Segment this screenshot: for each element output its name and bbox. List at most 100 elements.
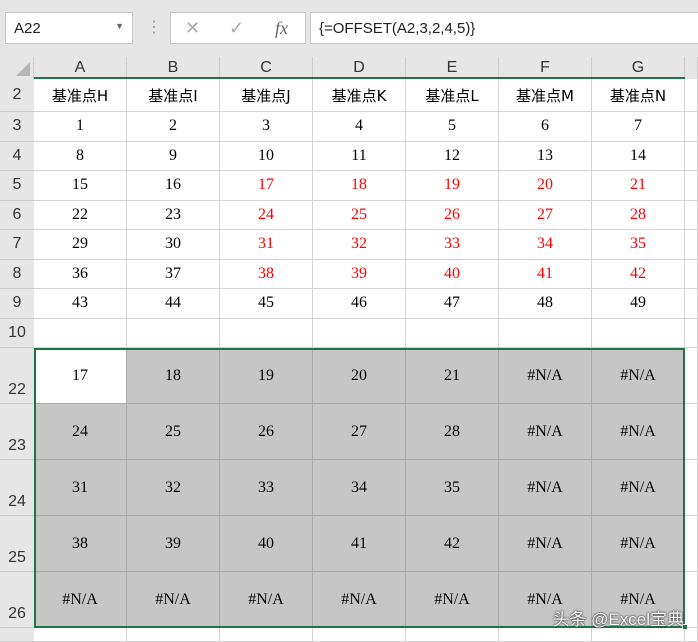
cell-c26[interactable]: #N/A [220, 572, 313, 628]
cell-h6[interactable] [685, 200, 698, 230]
cell-f5[interactable]: 20 [499, 171, 592, 201]
cell-c9[interactable]: 45 [220, 289, 313, 319]
cell-f4[interactable]: 13 [499, 141, 592, 171]
cell-f25[interactable]: #N/A [499, 516, 592, 572]
cell-e7[interactable]: 33 [406, 230, 499, 260]
cell-e25[interactable]: 42 [406, 516, 499, 572]
drag-handle-icon[interactable]: ⋮ [146, 19, 162, 36]
cell-a6[interactable]: 22 [34, 200, 127, 230]
cell-e23[interactable]: 28 [406, 404, 499, 460]
cell-h9[interactable] [685, 289, 698, 319]
cell-d22[interactable]: 20 [313, 348, 406, 404]
cell-d9[interactable]: 46 [313, 289, 406, 319]
cell-a5[interactable]: 15 [34, 171, 127, 201]
fill-handle[interactable] [682, 624, 688, 630]
cell-e3[interactable]: 5 [406, 112, 499, 142]
cell-row27[interactable] [406, 628, 499, 642]
cell-a23[interactable]: 24 [34, 404, 127, 460]
cell-g3[interactable]: 7 [592, 112, 685, 142]
cell-c4[interactable]: 10 [220, 141, 313, 171]
cell-h4[interactable] [685, 141, 698, 171]
cell-b4[interactable]: 9 [127, 141, 220, 171]
name-box[interactable]: A22 ▼ [5, 12, 133, 44]
cell-a2[interactable]: 基准点H [34, 79, 127, 112]
column-header-h[interactable] [685, 57, 698, 79]
cell-d23[interactable]: 27 [313, 404, 406, 460]
cell-f3[interactable]: 6 [499, 112, 592, 142]
cell-c23[interactable]: 26 [220, 404, 313, 460]
column-header-f[interactable]: F [499, 57, 592, 79]
cell-a9[interactable]: 43 [34, 289, 127, 319]
cell-row27[interactable] [685, 628, 698, 642]
row-header-10[interactable]: 10 [0, 318, 34, 348]
cell-d10[interactable] [313, 318, 406, 348]
cell-e5[interactable]: 19 [406, 171, 499, 201]
insert-function-icon[interactable]: fx [275, 18, 288, 38]
cell-g7[interactable]: 35 [592, 230, 685, 260]
cell-row27[interactable] [313, 628, 406, 642]
cell-g10[interactable] [592, 318, 685, 348]
cell-g6[interactable]: 28 [592, 200, 685, 230]
cell-h8[interactable] [685, 259, 698, 289]
cell-d3[interactable]: 4 [313, 112, 406, 142]
cell-f2[interactable]: 基准点M [499, 79, 592, 112]
row-header-3[interactable]: 3 [0, 112, 34, 142]
cell-f6[interactable]: 27 [499, 200, 592, 230]
cell-h10[interactable] [685, 318, 698, 348]
cell-d4[interactable]: 11 [313, 141, 406, 171]
cell-e9[interactable]: 47 [406, 289, 499, 319]
row-header-23[interactable]: 23 [0, 404, 34, 460]
cell-b2[interactable]: 基准点I [127, 79, 220, 112]
cell-f9[interactable]: 48 [499, 289, 592, 319]
cell-h25[interactable] [685, 516, 698, 572]
cell-h23[interactable] [685, 404, 698, 460]
cell-e10[interactable] [406, 318, 499, 348]
cell-a24[interactable]: 31 [34, 460, 127, 516]
cell-e22[interactable]: 21 [406, 348, 499, 404]
cell-a4[interactable]: 8 [34, 141, 127, 171]
cell-row27[interactable] [499, 628, 592, 642]
cell-b9[interactable]: 44 [127, 289, 220, 319]
cell-b8[interactable]: 37 [127, 259, 220, 289]
cell-c8[interactable]: 38 [220, 259, 313, 289]
cell-d25[interactable]: 41 [313, 516, 406, 572]
cell-d6[interactable]: 25 [313, 200, 406, 230]
cell-a22[interactable]: 17 [34, 348, 127, 404]
cell-g26[interactable]: #N/A [592, 572, 685, 628]
cell-c5[interactable]: 17 [220, 171, 313, 201]
cell-g2[interactable]: 基准点N [592, 79, 685, 112]
cell-a10[interactable] [34, 318, 127, 348]
row-header-25[interactable]: 25 [0, 516, 34, 572]
cell-e24[interactable]: 35 [406, 460, 499, 516]
row-header-6[interactable]: 6 [0, 200, 34, 230]
column-header-a[interactable]: A [34, 57, 127, 79]
cell-a25[interactable]: 38 [34, 516, 127, 572]
cell-b22[interactable]: 18 [127, 348, 220, 404]
cell-h24[interactable] [685, 460, 698, 516]
cell-g24[interactable]: #N/A [592, 460, 685, 516]
cell-h2[interactable] [685, 79, 698, 112]
cell-row27[interactable] [34, 628, 127, 642]
cell-f22[interactable]: #N/A [499, 348, 592, 404]
row-header-4[interactable]: 4 [0, 141, 34, 171]
cell-b10[interactable] [127, 318, 220, 348]
column-header-e[interactable]: E [406, 57, 499, 79]
cell-row27[interactable] [220, 628, 313, 642]
row-header-9[interactable]: 9 [0, 289, 34, 319]
cell-f26[interactable]: #N/A [499, 572, 592, 628]
cell-h7[interactable] [685, 230, 698, 260]
row-header-7[interactable]: 7 [0, 230, 34, 260]
cell-f8[interactable]: 41 [499, 259, 592, 289]
cell-c2[interactable]: 基准点J [220, 79, 313, 112]
cell-c3[interactable]: 3 [220, 112, 313, 142]
cell-a7[interactable]: 29 [34, 230, 127, 260]
cell-g23[interactable]: #N/A [592, 404, 685, 460]
cell-h26[interactable] [685, 572, 698, 628]
cell-d24[interactable]: 34 [313, 460, 406, 516]
cell-c24[interactable]: 33 [220, 460, 313, 516]
cell-e4[interactable]: 12 [406, 141, 499, 171]
cell-d8[interactable]: 39 [313, 259, 406, 289]
cell-b25[interactable]: 39 [127, 516, 220, 572]
cell-f10[interactable] [499, 318, 592, 348]
select-all-button[interactable] [0, 57, 34, 79]
